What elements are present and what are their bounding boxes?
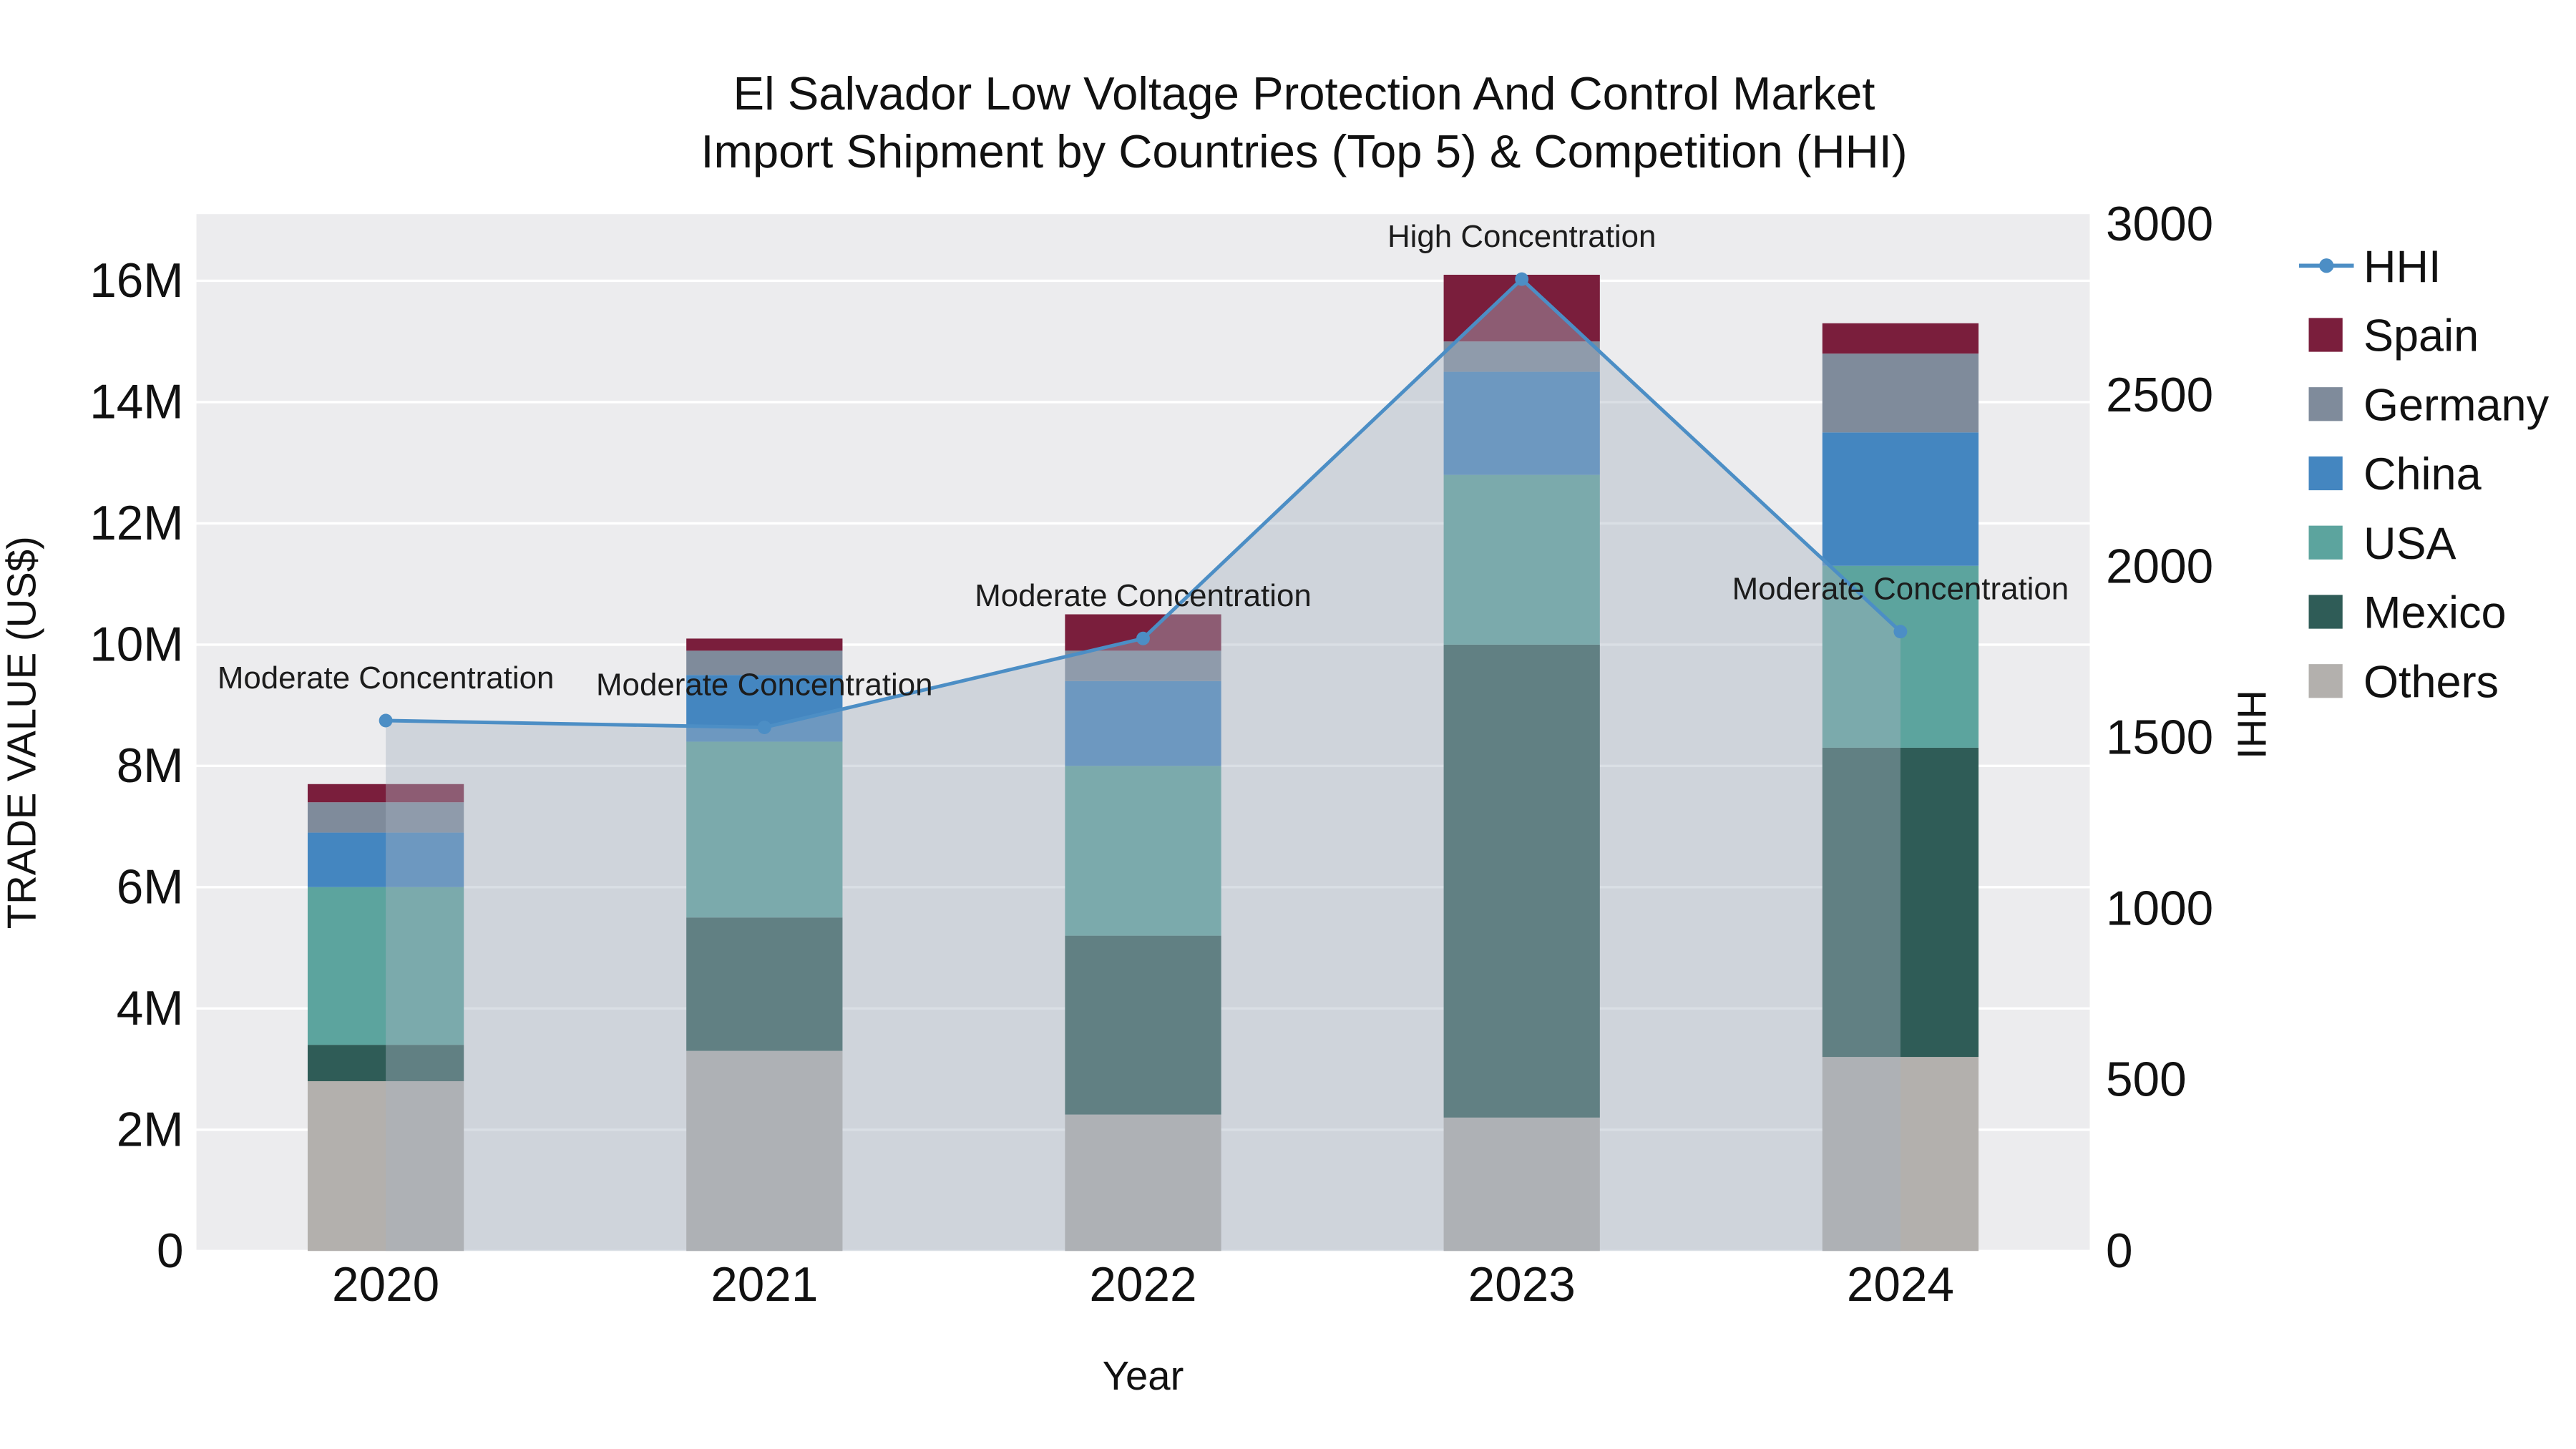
bar-Germany-2022[interactable] [1065,650,1221,681]
x-axis-title: Year [1103,1353,1184,1398]
bar-China-2024[interactable] [1822,432,1979,566]
hhi-marker-2021[interactable] [757,721,771,735]
y-right-tick-label-500: 500 [2106,1053,2187,1107]
y-right-axis-title: HHI [2230,690,2275,759]
y-left-tick-label-10M: 10M [89,618,183,671]
legend-item-Germany[interactable]: Germany [2308,380,2550,430]
annotation-2023: High Concentration [1387,219,1656,254]
hhi-area [386,279,1901,1252]
legend-swatch-USA [2308,525,2343,560]
y-right-tick-label-0: 0 [2106,1224,2133,1278]
y-left-axis-title: TRADE VALUE (US$) [0,536,44,929]
y-left-tick-label-14M: 14M [89,375,183,429]
bar-Germany-2023[interactable] [1443,341,1600,372]
bar-USA-2024[interactable] [1822,565,1979,748]
x-tick-label-2021: 2021 [711,1258,818,1312]
annotation-2024: Moderate Concentration [1732,572,2069,607]
chart-title-line2: Import Shipment by Countries (Top 5) & C… [701,125,1907,177]
bar-Others-2023[interactable] [1443,1117,1600,1252]
y-right-tick-label-3000: 3000 [2106,197,2213,251]
hhi-marker-2024[interactable] [1893,625,1908,639]
legend-item-USA[interactable]: USA [2308,519,2457,569]
x-tick-label-2024: 2024 [1847,1258,1954,1312]
legend-swatch-Mexico [2308,595,2343,629]
bar-Others-2021[interactable] [686,1050,843,1252]
bar-Mexico-2024[interactable] [1822,747,1979,1058]
y-right-tick-label-1500: 1500 [2106,711,2213,764]
x-tick-label-2023: 2023 [1468,1258,1576,1312]
x-tick-label-2022: 2022 [1089,1258,1196,1312]
y-left-tick-label-16M: 16M [89,254,183,308]
legend-item-HHI[interactable]: HHI [2299,242,2441,292]
legend-swatch-Others [2308,664,2343,698]
bar-USA-2023[interactable] [1443,474,1600,645]
hhi-marker-2020[interactable] [379,713,393,728]
bar-USA-2020[interactable] [307,887,464,1045]
legend-item-Spain[interactable]: Spain [2308,311,2479,361]
bar-Spain-2020[interactable] [307,784,464,803]
y-right-tick-label-2000: 2000 [2106,540,2213,593]
legend-swatch-Germany [2308,387,2343,421]
legend-item-Mexico[interactable]: Mexico [2308,588,2507,638]
legend-item-China[interactable]: China [2308,449,2482,499]
bar-USA-2022[interactable] [1065,766,1221,936]
legend-label-HHI: HHI [2363,242,2441,292]
legend-swatch-China [2308,456,2343,491]
legend-label-USA: USA [2363,519,2457,569]
legend-label-Mexico: Mexico [2363,588,2507,638]
bar-Mexico-2021[interactable] [686,917,843,1051]
y-left-tick-label-0: 0 [157,1224,184,1278]
bar-Germany-2024[interactable] [1822,353,1979,433]
legend-label-Germany: Germany [2363,380,2550,430]
bar-Others-2020[interactable] [307,1080,464,1252]
y-left-tick-label-2M: 2M [117,1103,184,1156]
legend-label-Spain: Spain [2363,311,2479,361]
bar-Spain-2021[interactable] [686,638,843,651]
x-tick-label-2020: 2020 [332,1258,439,1312]
hhi-marker-2023[interactable] [1515,272,1529,286]
bar-Spain-2024[interactable] [1822,323,1979,354]
bar-Others-2024[interactable] [1822,1057,1979,1252]
legend-layer: HHI Spain Germany China USA Mexico Others [2299,242,2550,707]
annotation-2022: Moderate Concentration [975,578,1312,613]
legend-marker-swatch-HHI [2319,258,2334,273]
legend-item-Others[interactable]: Others [2308,657,2499,707]
bar-China-2023[interactable] [1443,371,1600,475]
hhi-marker-2022[interactable] [1136,631,1150,645]
y-right-tick-label-2500: 2500 [2106,369,2213,422]
y-left-tick-label-4M: 4M [117,982,184,1035]
bar-Mexico-2023[interactable] [1443,644,1600,1118]
bar-Others-2022[interactable] [1065,1114,1221,1252]
plot-layer: Moderate Concentration Moderate Concentra… [89,197,2213,1312]
y-right-tick-label-1000: 1000 [2106,882,2213,936]
y-left-tick-label-8M: 8M [117,739,184,793]
bar-Germany-2021[interactable] [686,650,843,675]
legend-swatch-Spain [2308,318,2343,352]
legend-label-China: China [2363,449,2482,499]
bar-China-2020[interactable] [307,832,464,887]
chart-title-line1: El Salvador Low Voltage Protection And C… [733,67,1875,119]
bar-Mexico-2022[interactable] [1065,935,1221,1115]
bar-USA-2021[interactable] [686,741,843,918]
bar-Germany-2020[interactable] [307,802,464,833]
bar-Mexico-2020[interactable] [307,1045,464,1081]
annotation-2020: Moderate Concentration [218,660,555,696]
y-left-tick-label-12M: 12M [89,497,183,550]
legend-label-Others: Others [2363,657,2499,707]
bar-China-2022[interactable] [1065,680,1221,766]
y-left-tick-label-6M: 6M [117,860,184,914]
annotation-2021: Moderate Concentration [596,668,933,703]
